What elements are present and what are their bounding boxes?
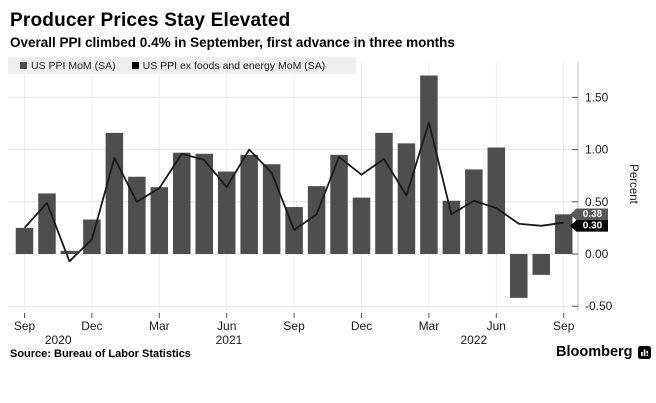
end-value-label: 0.38: [583, 209, 603, 220]
x-tick-label: Mar: [419, 319, 440, 333]
y-tick-label: 0.50: [585, 195, 609, 209]
end-value-label: 0.30: [583, 220, 603, 231]
bar-jul-2022: [510, 254, 528, 298]
bar-apr-2021: [173, 152, 191, 254]
bar-dec-2021: [352, 197, 371, 254]
bar-apr-2022: [442, 200, 461, 254]
bar-nov-2020: [60, 250, 79, 254]
bar-feb-2022: [397, 143, 416, 254]
chart-subtitle: Overall PPI climbed 0.4% in September, f…: [10, 35, 455, 50]
y-tick-label: 0.00: [585, 247, 609, 261]
legend-swatch-black-icon: [131, 62, 139, 69]
x-tick-label: Jun: [217, 319, 236, 333]
legend-label: US PPI MoM (SA): [31, 59, 116, 72]
end-value-badge: [570, 208, 608, 221]
x-tick-label: Mar: [149, 319, 170, 333]
line-ppi-ex-foods-energy: [23, 121, 564, 263]
bar-feb-2021: [128, 176, 146, 254]
bar-mar-2022: [420, 75, 438, 254]
bar-mar-2021: [150, 187, 169, 254]
bloomberg-chart-icon: [637, 345, 651, 359]
bar-may-2021: [195, 153, 213, 254]
x-tick-label: Sep: [283, 319, 305, 333]
bar-sep-2022: [554, 214, 573, 254]
bar-sep-2020: [15, 227, 34, 254]
x-tick-label: Dec: [81, 319, 102, 333]
bar-aug-2021: [262, 164, 281, 254]
x-tick-label: Sep: [553, 319, 575, 333]
bar-jun-2021: [217, 171, 236, 254]
x-tick-label: Dec: [351, 319, 372, 333]
y-tick-label: 1.00: [585, 143, 609, 157]
legend: US PPI MoM (SA) US PPI ex foods and ener…: [8, 57, 356, 74]
bloomberg-logo: Bloomberg: [556, 344, 651, 360]
bar-nov-2021: [330, 154, 348, 254]
bar-jul-2021: [240, 154, 258, 254]
x-year-label: 2020: [45, 333, 72, 347]
legend-item-ppi-mom: US PPI MoM (SA): [20, 60, 116, 72]
legend-item-ppi-core: US PPI ex foods and energy MoM (SA): [131, 59, 326, 72]
chart-title: Producer Prices Stay Elevated: [10, 10, 291, 31]
x-year-label: 2022: [460, 333, 487, 347]
bar-jan-2022: [375, 132, 393, 254]
x-year-label: 2021: [216, 333, 243, 347]
x-tick-label: Sep: [14, 319, 36, 333]
bar-may-2022: [465, 169, 483, 254]
source-note: Source: Bureau of Labor Statistics: [10, 348, 191, 360]
y-tick-label: -0.50: [585, 299, 613, 313]
legend-label: US PPI ex foods and energy MoM (SA): [142, 59, 326, 72]
y-tick-label: 1.50: [585, 90, 609, 104]
x-tick-label: Jun: [487, 319, 506, 333]
bloomberg-wordmark: Bloomberg: [556, 344, 633, 360]
bar-jan-2021: [105, 132, 124, 254]
bar-aug-2022: [532, 254, 550, 275]
bar-jun-2022: [487, 147, 506, 254]
end-value-badge: [570, 220, 608, 232]
y-axis-title: Percent: [627, 164, 639, 204]
legend-swatch-gray-icon: [20, 62, 27, 69]
